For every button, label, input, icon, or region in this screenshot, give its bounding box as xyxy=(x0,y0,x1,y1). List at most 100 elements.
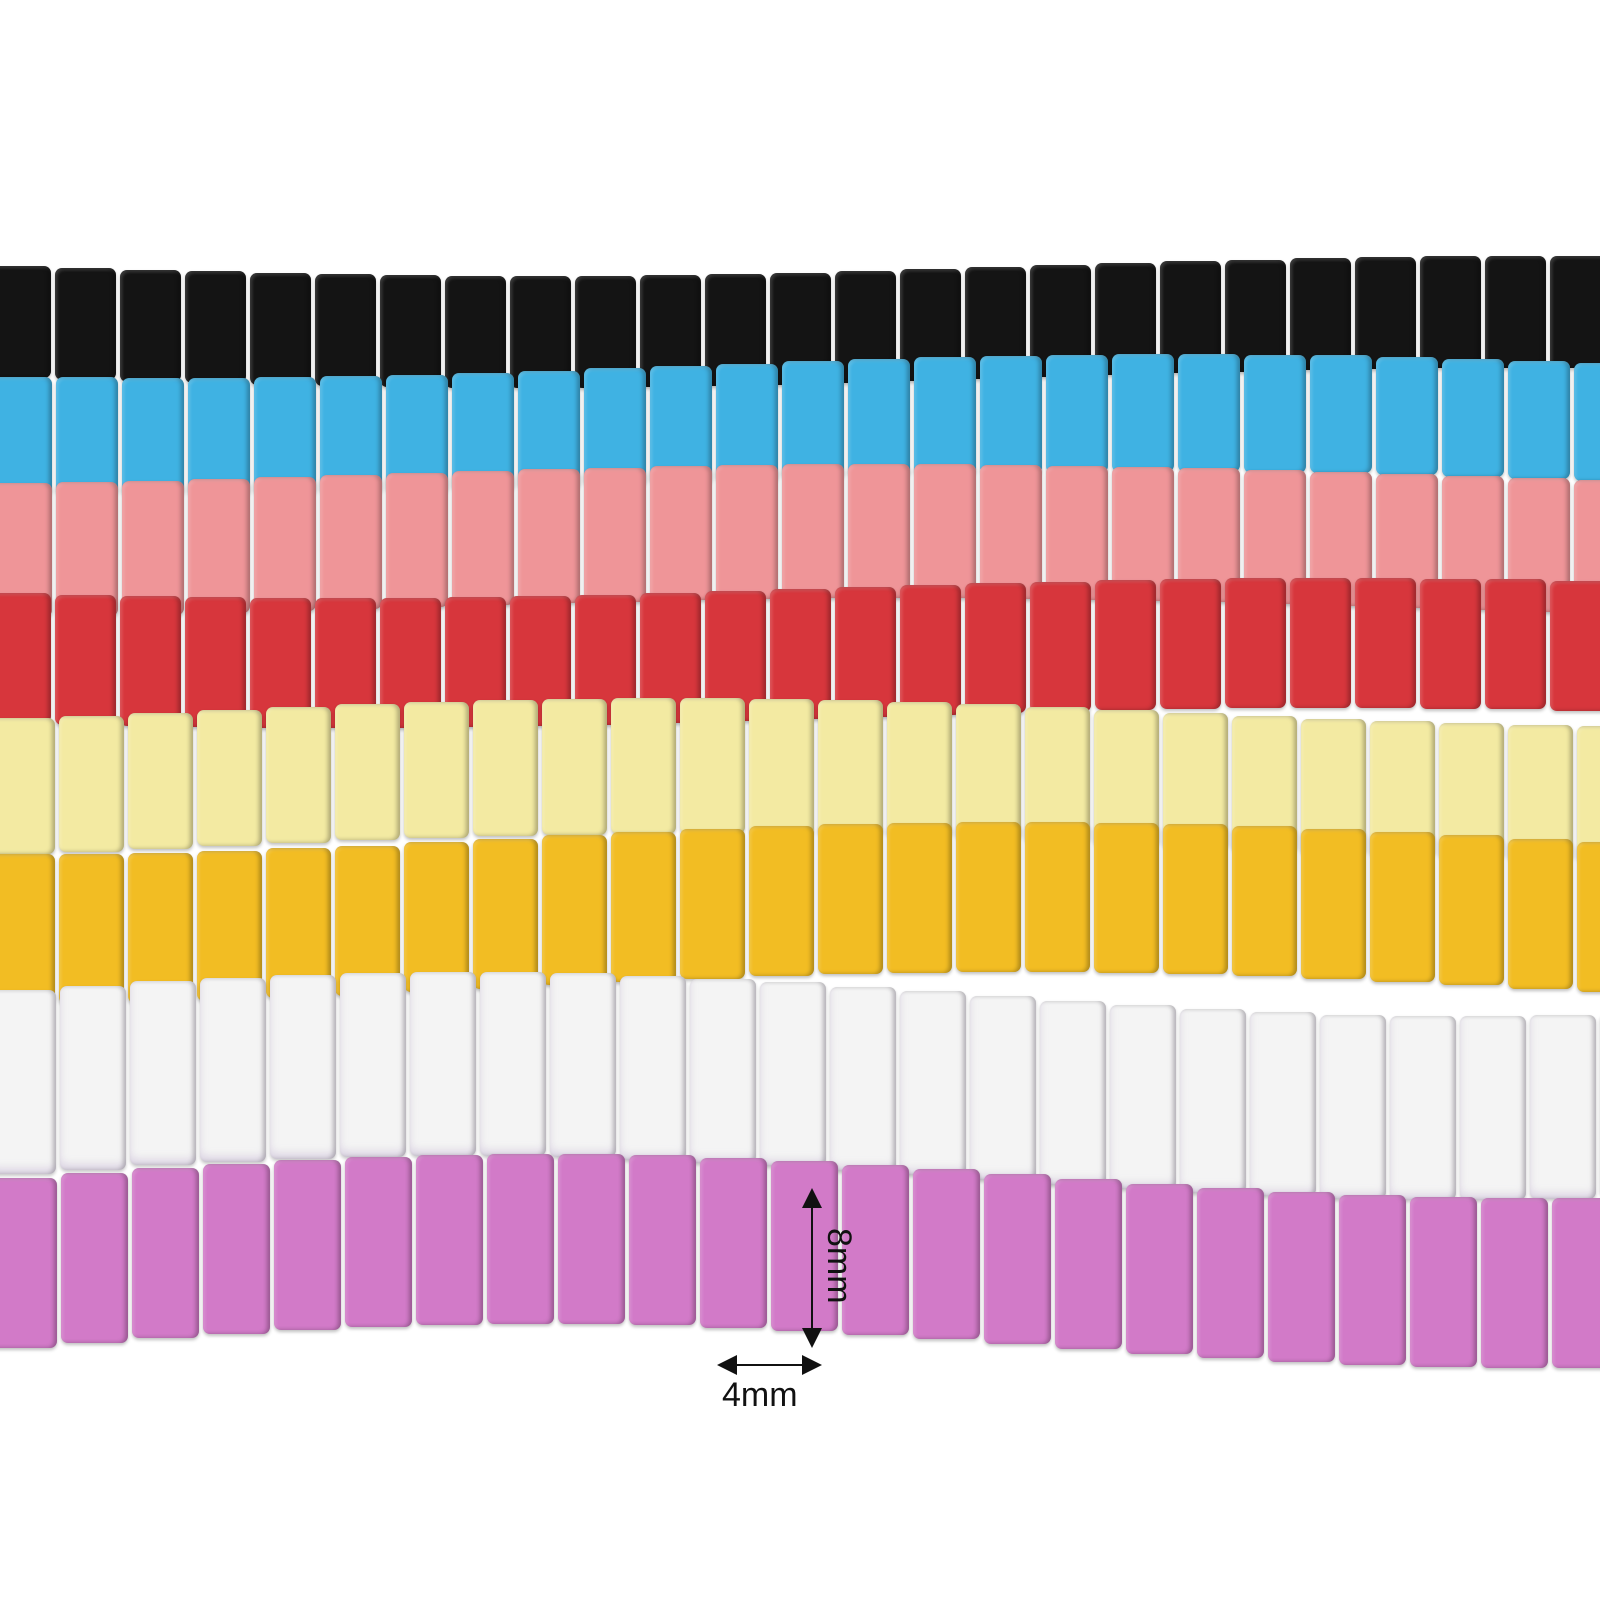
bead xyxy=(818,824,883,975)
bead xyxy=(386,473,448,608)
bead xyxy=(61,1172,128,1343)
bead xyxy=(128,852,193,1003)
bead xyxy=(956,704,1021,841)
bead xyxy=(132,1167,199,1338)
bead xyxy=(416,1155,483,1326)
length-label: 8mm xyxy=(820,1228,858,1304)
bead xyxy=(1577,842,1600,993)
bead xyxy=(130,981,196,1166)
bead xyxy=(1310,355,1372,474)
bead xyxy=(1439,835,1504,986)
bead xyxy=(0,853,55,1004)
bead xyxy=(1339,1194,1406,1365)
bead xyxy=(1550,580,1600,711)
bead xyxy=(830,986,896,1171)
bead xyxy=(59,715,124,852)
bead xyxy=(1577,725,1600,862)
bead xyxy=(887,701,952,838)
bead xyxy=(716,363,778,482)
bead xyxy=(274,1159,341,1330)
bead xyxy=(1481,1197,1548,1368)
bead xyxy=(1485,579,1546,710)
bead xyxy=(122,377,184,496)
bead xyxy=(913,1169,980,1340)
bead xyxy=(320,376,382,495)
bead xyxy=(404,842,469,993)
bead xyxy=(122,480,184,615)
bead xyxy=(445,275,506,388)
bead xyxy=(690,978,756,1163)
bead xyxy=(550,973,616,1158)
bead xyxy=(188,479,250,614)
bead xyxy=(518,370,580,489)
bead xyxy=(473,838,538,989)
bead xyxy=(984,1173,1051,1344)
bead xyxy=(1320,1014,1386,1199)
bead xyxy=(900,991,966,1176)
bead xyxy=(0,265,51,378)
bead xyxy=(1508,360,1570,479)
bead xyxy=(254,377,316,496)
bead xyxy=(558,1154,625,1325)
bead xyxy=(56,482,118,617)
bead xyxy=(749,698,814,835)
bead xyxy=(1355,257,1416,370)
strand-white xyxy=(0,964,1600,1208)
bead xyxy=(1232,826,1297,977)
bead xyxy=(60,985,126,1170)
bead xyxy=(680,698,745,835)
bead xyxy=(782,464,844,599)
bead xyxy=(542,698,607,835)
bead xyxy=(0,593,51,724)
bead xyxy=(1485,256,1546,368)
bead xyxy=(970,996,1036,1181)
bead xyxy=(1530,1015,1596,1200)
bead xyxy=(185,271,246,384)
bead xyxy=(1025,707,1090,844)
bead xyxy=(980,464,1042,599)
bead xyxy=(1552,1197,1600,1368)
bead xyxy=(128,712,193,849)
bead xyxy=(380,275,441,388)
bead xyxy=(1410,1196,1477,1367)
bead xyxy=(55,594,116,725)
bead xyxy=(404,701,469,838)
bead xyxy=(760,982,826,1167)
bead xyxy=(842,1164,909,1335)
bead xyxy=(270,974,336,1159)
bead xyxy=(770,589,831,720)
bead xyxy=(1574,363,1600,482)
bead xyxy=(542,835,607,986)
bead xyxy=(1112,466,1174,601)
strand-orchid xyxy=(0,1146,1600,1376)
bead xyxy=(452,471,514,606)
bead xyxy=(518,469,580,604)
bead xyxy=(584,368,646,487)
bead xyxy=(480,972,546,1157)
bead xyxy=(1160,579,1221,710)
bead xyxy=(1460,1015,1526,1200)
bead xyxy=(266,848,331,999)
bead xyxy=(980,355,1042,474)
bead xyxy=(620,975,686,1160)
bead xyxy=(818,700,883,837)
bead xyxy=(1550,256,1600,369)
bead xyxy=(1250,1012,1316,1197)
bead xyxy=(611,698,676,835)
bead xyxy=(1244,354,1306,473)
bead xyxy=(1390,1015,1456,1200)
bead xyxy=(197,709,262,846)
bead xyxy=(203,1163,270,1334)
bead xyxy=(1197,1188,1264,1358)
bead xyxy=(120,269,181,382)
bead xyxy=(340,972,406,1157)
bead xyxy=(1420,256,1481,369)
bead xyxy=(611,832,676,983)
bead xyxy=(1180,1009,1246,1194)
bead xyxy=(120,596,181,727)
bead xyxy=(680,829,745,980)
bead xyxy=(900,585,961,716)
bead xyxy=(0,1177,57,1348)
bead xyxy=(914,464,976,599)
